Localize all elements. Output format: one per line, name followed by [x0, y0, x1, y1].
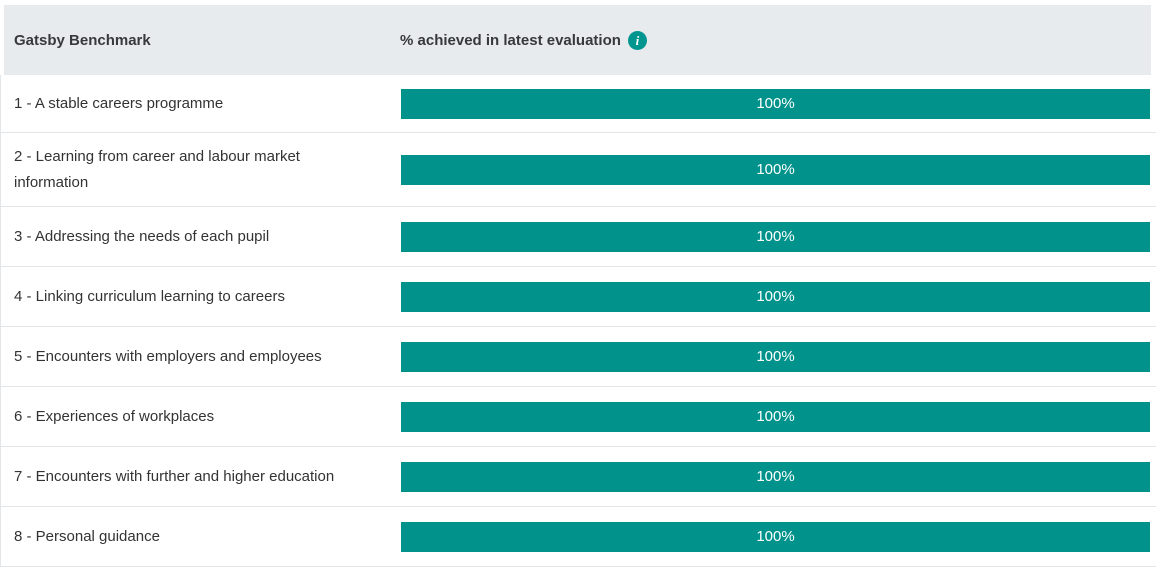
- benchmark-label: 1 - A stable careers programme: [14, 94, 224, 112]
- value-column-header-label: % achieved in latest evaluation: [400, 31, 621, 49]
- benchmark-bar: 100%: [401, 88, 1150, 119]
- benchmark-bar: 100%: [401, 521, 1150, 552]
- benchmark-row-3: 3 - Addressing the needs of each pupil 1…: [1, 207, 1156, 267]
- benchmark-label: 7 - Encounters with further and higher e…: [14, 467, 335, 485]
- benchmark-bar-track: 100%: [401, 461, 1150, 492]
- benchmark-bar-value: 100%: [756, 288, 795, 305]
- benchmark-bar-track: 100%: [401, 88, 1150, 119]
- benchmark-row-2: 2 - Learning from career and labour mark…: [1, 133, 1156, 207]
- benchmark-bar: 100%: [401, 154, 1150, 185]
- value-column-header: % achieved in latest evaluation i: [400, 5, 647, 75]
- benchmark-bar-track: 100%: [401, 154, 1150, 185]
- benchmark-bar-value: 100%: [756, 161, 795, 178]
- benchmark-bar: 100%: [401, 281, 1150, 312]
- benchmark-row-1: 1 - A stable careers programme 100%: [1, 75, 1156, 133]
- benchmark-bar: 100%: [401, 221, 1150, 252]
- benchmark-bar-track: 100%: [401, 221, 1150, 252]
- benchmark-label: 6 - Experiences of workplaces: [14, 407, 215, 425]
- benchmark-bar-track: 100%: [401, 401, 1150, 432]
- benchmark-row-6: 6 - Experiences of workplaces 100%: [1, 387, 1156, 447]
- benchmark-bar-value: 100%: [756, 95, 795, 112]
- benchmark-row-7: 7 - Encounters with further and higher e…: [1, 447, 1156, 507]
- benchmark-bar-value: 100%: [756, 528, 795, 545]
- benchmark-label: 4 - Linking curriculum learning to caree…: [14, 287, 285, 305]
- info-icon[interactable]: i: [627, 30, 647, 50]
- benchmark-bar-value: 100%: [756, 468, 795, 485]
- benchmark-rows: 1 - A stable careers programme 100% 2 - …: [0, 75, 1156, 567]
- benchmark-label: 5 - Encounters with employers and employ…: [14, 347, 322, 365]
- benchmark-bar-value: 100%: [756, 348, 795, 365]
- benchmark-bar: 100%: [401, 341, 1150, 372]
- benchmark-column-header: Gatsby Benchmark: [14, 31, 151, 49]
- benchmark-label: 2 - Learning from career and labour mark…: [14, 147, 300, 191]
- benchmark-bar: 100%: [401, 461, 1150, 492]
- benchmark-bar-track: 100%: [401, 281, 1150, 312]
- benchmark-bar-value: 100%: [756, 408, 795, 425]
- table-header: Gatsby Benchmark % achieved in latest ev…: [4, 5, 1151, 75]
- benchmark-bar-track: 100%: [401, 521, 1150, 552]
- benchmark-bar-track: 100%: [401, 341, 1150, 372]
- benchmark-label: 3 - Addressing the needs of each pupil: [14, 227, 270, 245]
- benchmark-row-4: 4 - Linking curriculum learning to caree…: [1, 267, 1156, 327]
- benchmark-bar-value: 100%: [756, 228, 795, 245]
- benchmark-row-5: 5 - Encounters with employers and employ…: [1, 327, 1156, 387]
- benchmark-label: 8 - Personal guidance: [14, 527, 160, 545]
- benchmark-row-8: 8 - Personal guidance 100%: [1, 507, 1156, 567]
- benchmark-bar: 100%: [401, 401, 1150, 432]
